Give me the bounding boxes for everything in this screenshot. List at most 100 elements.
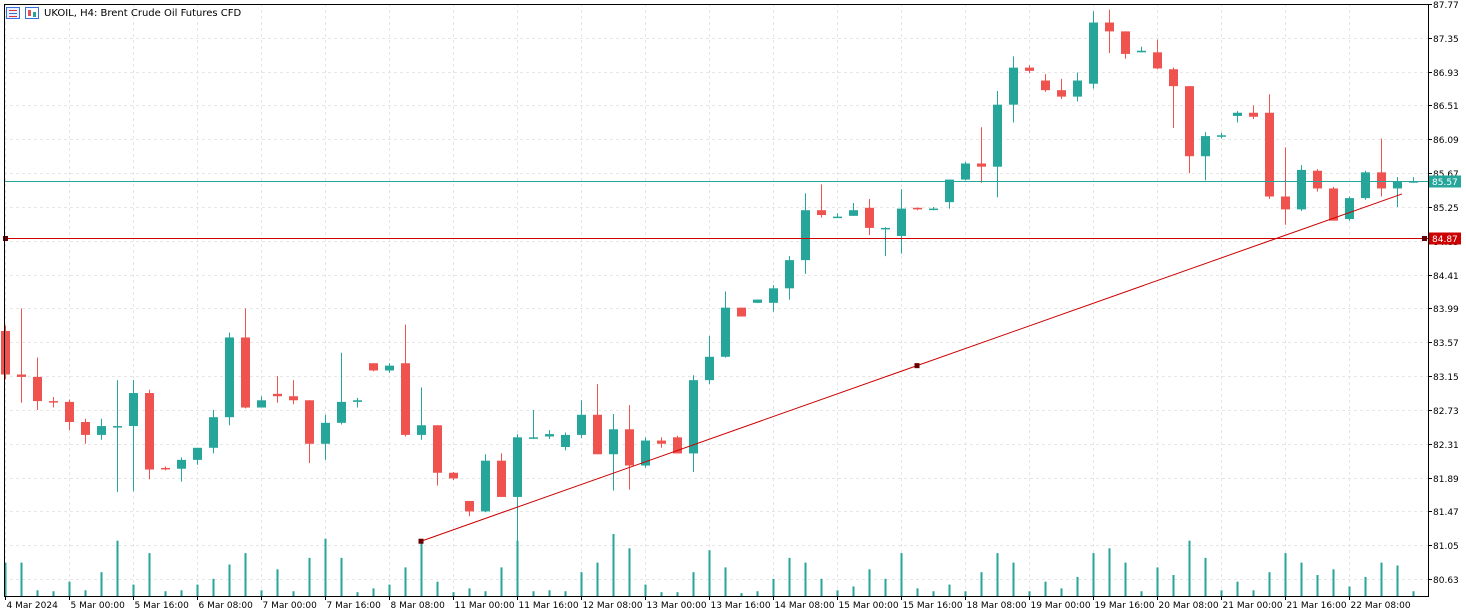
price-label: 83.57 — [1433, 339, 1459, 349]
candle-body-up — [1217, 135, 1226, 137]
candle-body-down — [1185, 86, 1194, 157]
drawn-lines[interactable] — [3, 181, 1428, 544]
candle-body-up — [385, 365, 394, 371]
hline-price-tag — [1429, 232, 1461, 245]
candle-body-up — [545, 434, 554, 437]
time-axis[interactable]: 4 Mar 2024 5 Mar 00:00 5 Mar 16:00 6 Mar 08… — [5, 596, 1411, 611]
candle-body-down — [913, 207, 922, 210]
price-label: 80.63 — [1433, 576, 1459, 586]
candle-body-down — [1041, 80, 1050, 91]
candle-body-down — [673, 437, 682, 454]
candle-body-up — [337, 401, 346, 423]
price-label: 81.89 — [1433, 475, 1459, 485]
candle-body-down — [273, 393, 282, 397]
candle-body-down — [625, 429, 634, 466]
bid-price-label: 85.57 — [1432, 178, 1458, 188]
price-label: 81.05 — [1433, 542, 1459, 552]
candle-body-up — [993, 104, 1002, 167]
candle-body-down — [1281, 196, 1290, 210]
candle-body-down — [1265, 112, 1274, 197]
candle-body-up — [225, 337, 234, 418]
time-label: 11 Mar 16:00 — [519, 601, 579, 611]
time-label: 5 Mar 00:00 — [71, 601, 126, 611]
time-label: 11 Mar 00:00 — [455, 601, 515, 611]
chart-list-icon[interactable] — [6, 7, 20, 19]
hline-anchor-right[interactable] — [1422, 236, 1427, 241]
hline-price-label: 84.87 — [1432, 235, 1458, 245]
time-label: 7 Mar 16:00 — [327, 601, 382, 611]
price-label: 87.77 — [1433, 1, 1459, 11]
time-label: 12 Mar 08:00 — [583, 601, 643, 611]
time-label: 4 Mar 2024 — [7, 601, 59, 611]
candle-body-down — [369, 363, 378, 371]
time-label: 13 Mar 00:00 — [647, 601, 707, 611]
candle-body-down — [465, 500, 474, 512]
trend-anchor-mid[interactable] — [914, 363, 920, 369]
grid — [4, 4, 1428, 596]
chart-title: UKOIL, H4: Brent Crude Oil Futures CFD — [44, 7, 242, 19]
candle-body-down — [449, 472, 458, 479]
candle-body-up — [1089, 22, 1098, 84]
candle-body-down — [289, 396, 298, 401]
price-label: 86.09 — [1433, 136, 1459, 146]
candle-body-up — [833, 216, 842, 219]
candle-body-down — [1025, 67, 1034, 71]
time-label: 21 Mar 00:00 — [1223, 601, 1283, 611]
candle-body-up — [209, 417, 218, 448]
candle-body-down — [49, 401, 58, 403]
candle-body-up — [529, 437, 538, 439]
price-label: 83.15 — [1433, 373, 1459, 383]
time-label: 7 Mar 00:00 — [263, 601, 318, 611]
candle-body-up — [1073, 80, 1082, 97]
candle-body-up — [113, 426, 122, 428]
candle-body-up — [1345, 198, 1354, 220]
time-label: 15 Mar 00:00 — [839, 601, 899, 611]
candle-body-up — [1009, 67, 1018, 105]
price-label: 86.93 — [1433, 69, 1459, 79]
candle-body-up — [641, 440, 650, 466]
candle-body-down — [241, 337, 250, 408]
bid-price-tag — [1429, 175, 1461, 188]
plot-border — [4, 4, 1429, 597]
candle-body-down — [1, 331, 10, 375]
candle-body-down — [1329, 188, 1338, 221]
trend-anchor-start[interactable] — [418, 538, 424, 544]
hline-anchor-left[interactable] — [3, 236, 8, 241]
price-label: 87.35 — [1433, 35, 1459, 45]
candle-body-up — [1393, 181, 1402, 189]
time-label: 20 Mar 08:00 — [1159, 601, 1219, 611]
candle-body-down — [1377, 172, 1386, 189]
candle-body-down — [65, 401, 74, 423]
candle-body-up — [961, 163, 970, 180]
candles-icon[interactable] — [25, 7, 39, 19]
candle-body-down — [305, 400, 314, 444]
candle-body-up — [769, 288, 778, 303]
time-label: 14 Mar 08:00 — [775, 601, 835, 611]
time-label: 15 Mar 16:00 — [903, 601, 963, 611]
trend-line[interactable] — [420, 193, 1403, 542]
candle-body-down — [161, 467, 170, 470]
candle-body-up — [321, 422, 330, 444]
candle-body-down — [1057, 90, 1066, 97]
candle-body-up — [721, 307, 730, 357]
time-label: 8 Mar 08:00 — [391, 601, 446, 611]
price-axis[interactable]: 87.7787.3586.9386.5186.0985.6785.2584.83… — [1428, 1, 1461, 586]
candle-body-down — [1105, 22, 1114, 32]
candle-body-up — [705, 356, 714, 381]
candle-body-down — [1169, 69, 1178, 87]
candle-body-up — [97, 426, 106, 435]
candle-body-down — [145, 393, 154, 470]
candle-body-down — [865, 207, 874, 228]
candle-body-up — [801, 210, 810, 261]
candle-body-down — [33, 376, 42, 402]
candle-body-up — [881, 227, 890, 230]
candle-body-up — [561, 434, 570, 447]
price-label: 81.47 — [1433, 508, 1459, 518]
chart-header: UKOIL, H4: Brent Crude Oil Futures CFD — [6, 5, 241, 21]
candle-body-up — [577, 414, 586, 435]
candle-body-up — [481, 460, 490, 512]
candle-body-up — [1137, 50, 1146, 53]
candle-body-down — [1153, 52, 1162, 69]
candle-body-down — [737, 307, 746, 317]
